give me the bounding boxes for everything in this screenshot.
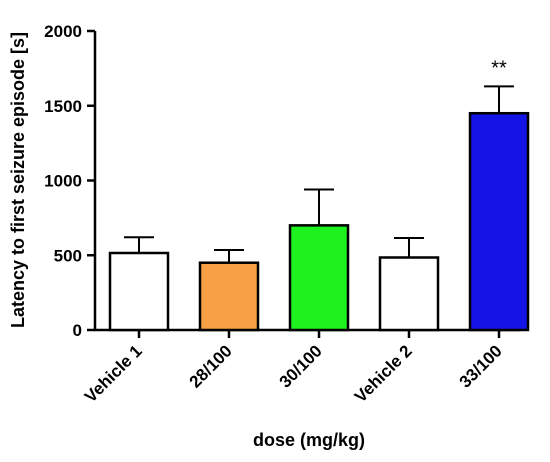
x-tick-label: 33/100 <box>456 341 506 391</box>
bar-vehicle-1 <box>108 251 170 332</box>
y-tick-label: 500 <box>54 246 82 265</box>
bar-vehicle-2 <box>378 256 440 332</box>
y-tick-label: 1000 <box>44 172 82 191</box>
bars <box>108 85 530 332</box>
y-axis-title: Latency to first seizure episode [s] <box>8 32 28 328</box>
x-tick-label: Vehicle 1 <box>81 341 146 406</box>
x-axis-title: dose (mg/kg) <box>253 430 365 450</box>
significance-marker: ** <box>491 57 507 79</box>
bar-33-100 <box>468 111 530 332</box>
x-tick-label: 30/100 <box>276 341 326 391</box>
x-axis: Vehicle 1 28/100 30/100 Vehicle 2 33/100 <box>81 328 520 406</box>
y-tick-label: 1500 <box>44 97 82 116</box>
y-axis: 0 500 1000 1500 2000 <box>44 22 97 340</box>
annotations: ** <box>491 57 507 79</box>
x-tick-label: 28/100 <box>186 341 236 391</box>
y-tick-label: 2000 <box>44 22 82 41</box>
bar-28-100 <box>198 261 260 332</box>
y-tick-label: 0 <box>73 321 82 340</box>
bar-30-100 <box>288 224 350 332</box>
x-tick-label: Vehicle 2 <box>351 341 416 406</box>
